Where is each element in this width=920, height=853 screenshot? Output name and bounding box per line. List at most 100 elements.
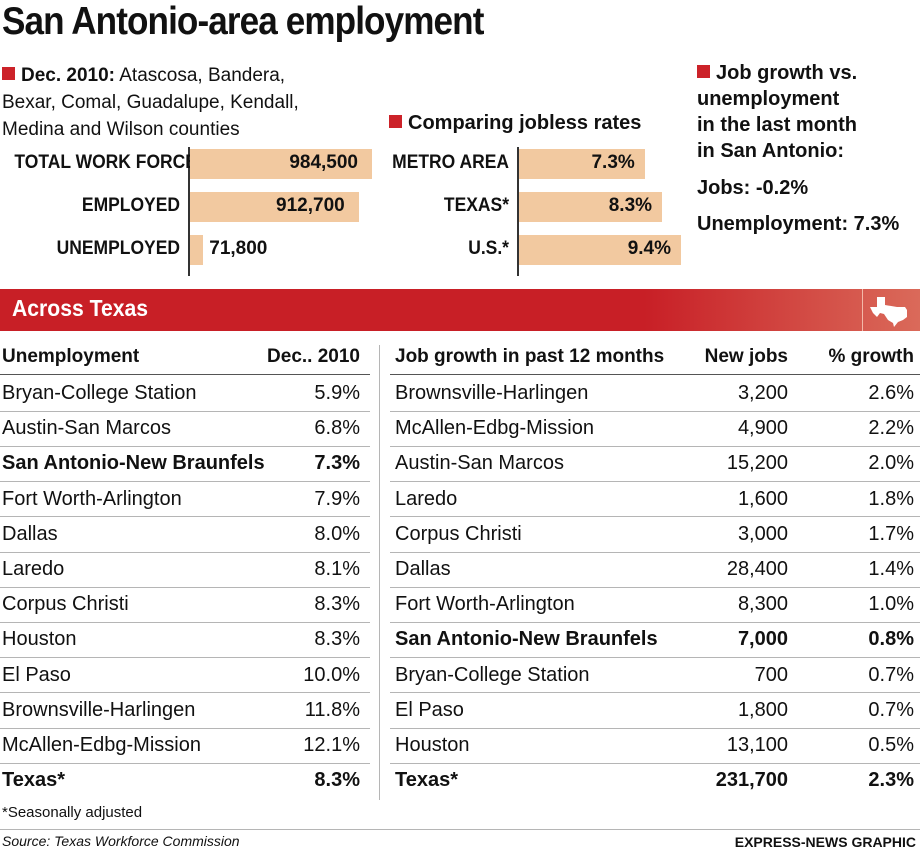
workforce-bar-label: UNEMPLOYED: [56, 238, 181, 259]
growth-header-rule: [390, 374, 920, 375]
source-note: Source: Texas Workforce Commission: [2, 833, 240, 849]
across-texas-banner: [0, 289, 920, 331]
table-row-rule: [390, 551, 920, 553]
table-row-rule: [390, 727, 920, 729]
table-row-area: Fort Worth-Arlington: [2, 487, 182, 510]
table-row-rate: 11.8%: [304, 698, 360, 721]
unemployment-header-rule: [0, 374, 370, 375]
jobless-bar: [519, 149, 645, 179]
table-row-rate: 8.3%: [314, 769, 360, 792]
workforce-axis: [188, 147, 190, 276]
intro-text: Dec. 2010: Atascosa, Bandera, Bexar, Com…: [2, 62, 332, 143]
table-row-area: Austin-San Marcos: [395, 452, 564, 475]
table-row-area: San Antonio-New Braunfels: [395, 628, 658, 651]
growth-header-jobs: New jobs: [704, 346, 788, 367]
texas-map-icon: [862, 289, 920, 331]
workforce-bar: [190, 192, 359, 222]
table-row-jobs: 700: [754, 663, 788, 686]
growth-jobs: Jobs: -0.2%: [697, 177, 809, 199]
table-row-jobs: 13,100: [726, 734, 788, 756]
growth-heading-line-2: unemployment: [697, 88, 840, 110]
table-row-area: Corpus Christi: [395, 522, 522, 545]
growth-unemployment: Unemployment: 7.3%: [697, 213, 900, 235]
table-row-pct: 2.6%: [868, 382, 914, 404]
table-row-rate: 7.9%: [314, 487, 360, 510]
table-row-rule: [390, 762, 920, 764]
table-row-pct: 1.0%: [868, 593, 914, 616]
workforce-bar-value: 912,700: [276, 195, 345, 216]
page-title: San Antonio-area employment: [2, 0, 484, 43]
intro-lead: Dec. 2010:: [21, 65, 116, 86]
bullet-square-icon: [2, 67, 15, 80]
table-row-pct: 0.5%: [868, 734, 914, 756]
jobless-bar-label: METRO AREA: [392, 152, 509, 173]
table-row-area: Texas*: [2, 769, 66, 792]
table-row-pct: 2.2%: [868, 417, 914, 440]
table-row-rule: [390, 445, 920, 447]
table-row-area: Dallas: [2, 522, 58, 545]
unemployment-header-area: Unemployment: [2, 346, 140, 367]
growth-box: Job growth vs. unemployment in the last …: [697, 60, 857, 164]
table-row-jobs: 8,300: [737, 593, 788, 616]
table-row-area: Dallas: [395, 558, 451, 580]
table-row-rule: [0, 410, 370, 412]
table-row-jobs: 1,800: [737, 698, 788, 721]
jobless-bar-value: 9.4%: [627, 238, 671, 259]
table-row-rate: 7.3%: [314, 452, 360, 475]
jobless-bar-value: 7.3%: [591, 152, 635, 173]
table-row-area: Fort Worth-Arlington: [395, 593, 575, 616]
table-row-pct: 1.8%: [868, 487, 914, 510]
table-row-rule: [0, 516, 370, 518]
workforce-bar-value: 984,500: [289, 152, 358, 173]
table-row-rule: [0, 621, 370, 623]
workforce-bar-label: TOTAL WORK FORCE: [14, 152, 197, 173]
table-row-rule: [0, 586, 370, 588]
workforce-bar-label: EMPLOYED: [81, 195, 180, 216]
table-row-rule: [390, 692, 920, 694]
jobless-bar-label: TEXAS*: [443, 195, 509, 216]
growth-header-area: Job growth in past 12 months: [395, 346, 665, 367]
jobless-heading: Comparing jobless rates: [389, 112, 641, 135]
table-row-area: McAllen-Edbg-Mission: [2, 734, 201, 756]
table-row-area: Austin-San Marcos: [2, 417, 171, 440]
table-row-rate: 5.9%: [314, 382, 360, 404]
workforce-bar-value: 71,800: [209, 238, 268, 259]
table-row-pct: 2.0%: [868, 452, 914, 475]
table-row-area: Houston: [2, 628, 77, 651]
table-row-jobs: 7,000: [737, 628, 788, 651]
workforce-bar: [190, 149, 372, 179]
unemployment-header-date: Dec.. 2010: [267, 346, 360, 367]
table-row-rule: [390, 410, 920, 412]
table-row-rule: [390, 516, 920, 518]
table-row-jobs: 15,200: [726, 452, 788, 475]
table-row-area: El Paso: [395, 698, 464, 721]
growth-heading-line-3: in the last month: [697, 114, 857, 136]
table-row-pct: 1.7%: [868, 522, 914, 545]
table-row-area: Houston: [395, 734, 470, 756]
table-row-area: McAllen-Edbg-Mission: [395, 417, 594, 440]
table-row-pct: 2.3%: [868, 769, 914, 792]
table-row-rate: 8.1%: [314, 558, 360, 580]
table-row-pct: 1.4%: [868, 558, 914, 580]
bullet-square-icon: [389, 115, 402, 128]
table-row-rule: [390, 657, 920, 659]
growth-header-pct: % growth: [828, 346, 915, 367]
table-row-rate: 8.3%: [314, 593, 360, 616]
table-row-rule: [0, 551, 370, 553]
growth-heading-line-1: Job growth vs.: [716, 62, 858, 84]
table-row-rate: 12.1%: [303, 734, 360, 756]
credit-line: EXPRESS-NEWS GRAPHIC: [734, 834, 916, 850]
table-row-jobs: 3,000: [737, 522, 788, 545]
growth-heading-line-4: in San Antonio:: [697, 140, 845, 162]
table-row-area: Texas*: [395, 769, 459, 792]
table-row-area: Brownsville-Harlingen: [2, 698, 196, 721]
table-row-area: Laredo: [2, 558, 65, 580]
table-row-rule: [0, 727, 370, 729]
table-row-rule: [0, 692, 370, 694]
workforce-bar: [190, 235, 204, 265]
table-row-area: Brownsville-Harlingen: [395, 382, 589, 404]
jobless-bar: [519, 235, 681, 265]
table-row-rule: [390, 481, 920, 483]
table-row-area: Bryan-College Station: [395, 663, 590, 686]
table-row-jobs: 231,700: [715, 769, 788, 792]
